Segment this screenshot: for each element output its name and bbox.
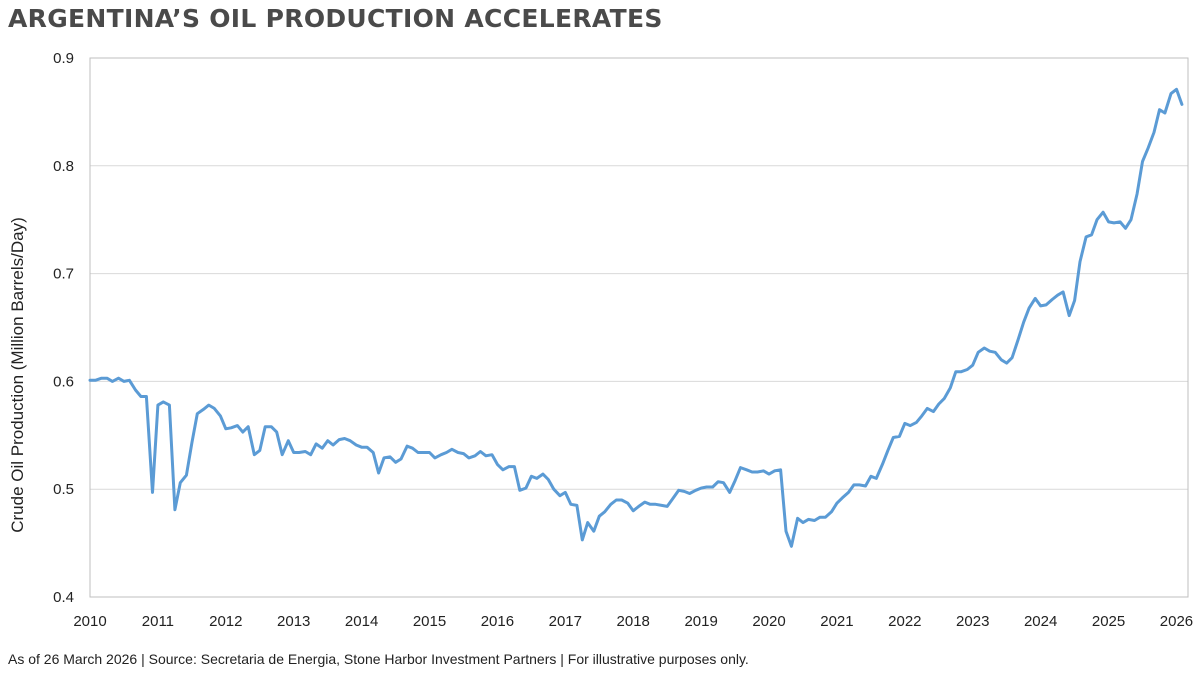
x-axis-ticks: 2010 2011 2012 2013 2014 2015 2016 2017 2018 2019…	[73, 613, 1193, 630]
x-tick-label: 2020	[752, 613, 785, 630]
plot-area-border	[89, 57, 1189, 598]
x-tick-label: 2021	[820, 613, 853, 630]
y-axis-ticks: 0.4 0.5 0.6 0.7 0.8 0.9	[53, 50, 74, 606]
x-tick-label: 2011	[142, 613, 174, 630]
x-tick-label: 2024	[1024, 613, 1057, 630]
x-tick-label: 2017	[549, 613, 582, 630]
x-tick-label: 2016	[481, 613, 514, 630]
x-tick-label: 2012	[209, 613, 242, 630]
x-tick-label: 2014	[345, 613, 378, 630]
y-tick-label: 0.8	[53, 158, 74, 175]
chart-title: ARGENTINA’S OIL PRODUCTION ACCELERATES	[8, 4, 663, 33]
series-line-crude-oil-production	[88, 87, 1184, 548]
x-tick-label: 2018	[617, 613, 650, 630]
x-tick-label: 2010	[73, 613, 106, 630]
x-tick-label: 2022	[888, 613, 921, 630]
source-footnote: As of 26 March 2026 | Source: Secretaria…	[8, 651, 749, 667]
x-tick-label: 2019	[684, 613, 717, 630]
y-tick-label: 0.7	[53, 266, 74, 283]
x-tick-label: 2026	[1160, 613, 1193, 630]
y-axis-label: Crude Oil Production (Million Barrels/Da…	[8, 217, 27, 533]
x-tick-label: 2023	[956, 613, 989, 630]
y-tick-label: 0.4	[53, 589, 74, 606]
y-tick-label: 0.9	[53, 50, 74, 67]
y-tick-label: 0.5	[53, 481, 74, 498]
y-tick-label: 0.6	[53, 373, 74, 390]
x-tick-label: 2025	[1092, 613, 1125, 630]
x-tick-label: 2013	[277, 613, 310, 630]
x-tick-label: 2015	[413, 613, 446, 630]
